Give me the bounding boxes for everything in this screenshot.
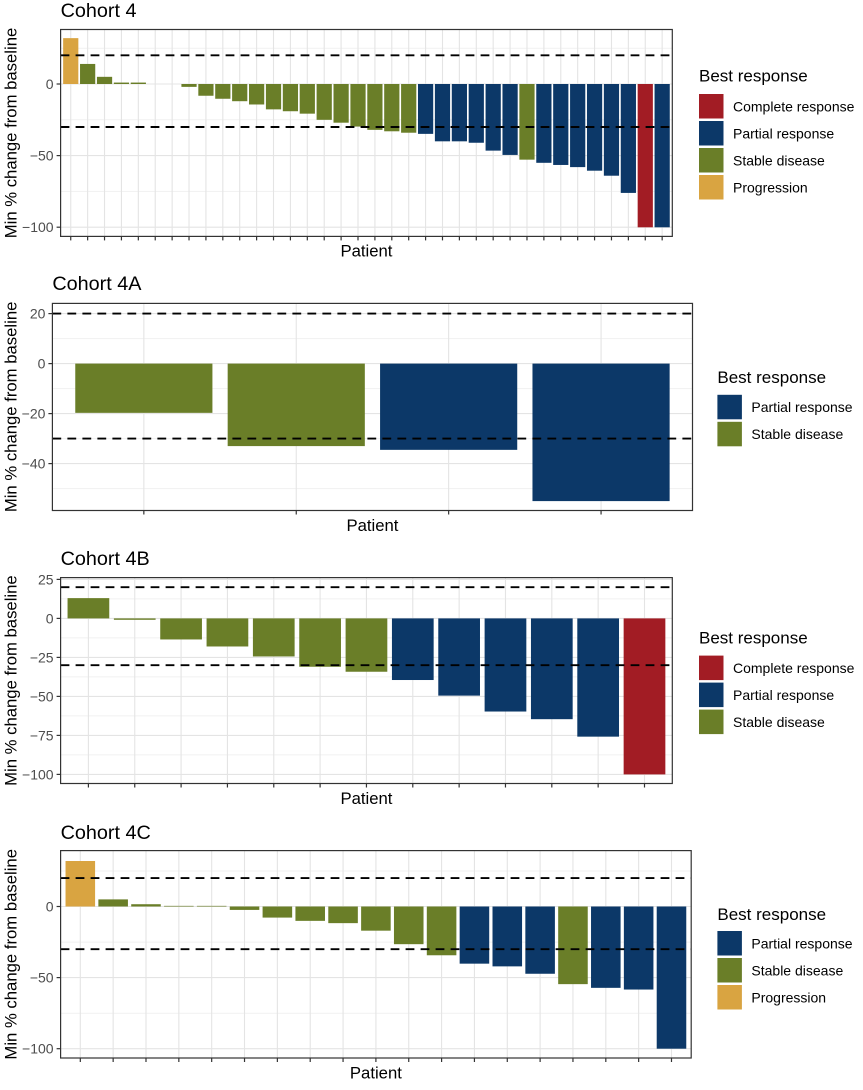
svg-text:0: 0 — [46, 610, 54, 626]
svg-text:Best response: Best response — [699, 67, 808, 86]
svg-text:−40: −40 — [22, 456, 46, 472]
svg-text:Min % change from baseline: Min % change from baseline — [2, 575, 21, 786]
svg-text:−50: −50 — [30, 148, 54, 164]
svg-text:Patient: Patient — [346, 516, 398, 535]
svg-text:Min % change from baseline: Min % change from baseline — [2, 302, 21, 513]
svg-text:Partial response: Partial response — [733, 687, 834, 703]
svg-text:Stable disease: Stable disease — [733, 714, 825, 730]
svg-text:0: 0 — [38, 356, 46, 372]
svg-text:−75: −75 — [30, 727, 54, 743]
svg-text:Complete response: Complete response — [733, 98, 855, 114]
svg-text:Stable disease: Stable disease — [751, 426, 843, 442]
svg-text:Min % change from baseline: Min % change from baseline — [2, 28, 21, 239]
svg-text:20: 20 — [30, 306, 46, 322]
svg-text:−25: −25 — [30, 649, 54, 665]
svg-text:Partial response: Partial response — [733, 125, 834, 141]
svg-text:Progression: Progression — [733, 179, 808, 195]
svg-text:Partial response: Partial response — [751, 935, 852, 951]
svg-text:Progression: Progression — [751, 989, 826, 1005]
svg-text:Patient: Patient — [340, 242, 392, 261]
svg-text:−100: −100 — [22, 1041, 54, 1057]
svg-text:Best response: Best response — [717, 368, 826, 387]
svg-text:Min % change from baseline: Min % change from baseline — [2, 849, 21, 1060]
svg-text:Cohort 4: Cohort 4 — [61, 0, 137, 22]
svg-text:Stable disease: Stable disease — [733, 152, 825, 168]
svg-text:Cohort 4C: Cohort 4C — [61, 822, 151, 844]
svg-text:−100: −100 — [22, 219, 54, 235]
svg-text:−50: −50 — [30, 970, 54, 986]
svg-text:−20: −20 — [22, 406, 46, 422]
svg-text:0: 0 — [46, 899, 54, 915]
svg-text:Partial response: Partial response — [751, 399, 852, 415]
svg-text:0: 0 — [46, 76, 54, 92]
svg-text:−100: −100 — [22, 766, 54, 782]
svg-text:−50: −50 — [30, 688, 54, 704]
svg-text:Best response: Best response — [699, 629, 808, 648]
svg-text:Cohort 4B: Cohort 4B — [61, 548, 150, 570]
svg-text:Patient: Patient — [350, 1064, 402, 1083]
svg-text:Cohort 4A: Cohort 4A — [52, 273, 142, 295]
svg-text:Patient: Patient — [340, 789, 392, 808]
svg-text:25: 25 — [38, 571, 54, 587]
svg-text:Stable disease: Stable disease — [751, 962, 843, 978]
svg-text:Best response: Best response — [717, 905, 826, 924]
svg-text:Complete response: Complete response — [733, 660, 855, 676]
